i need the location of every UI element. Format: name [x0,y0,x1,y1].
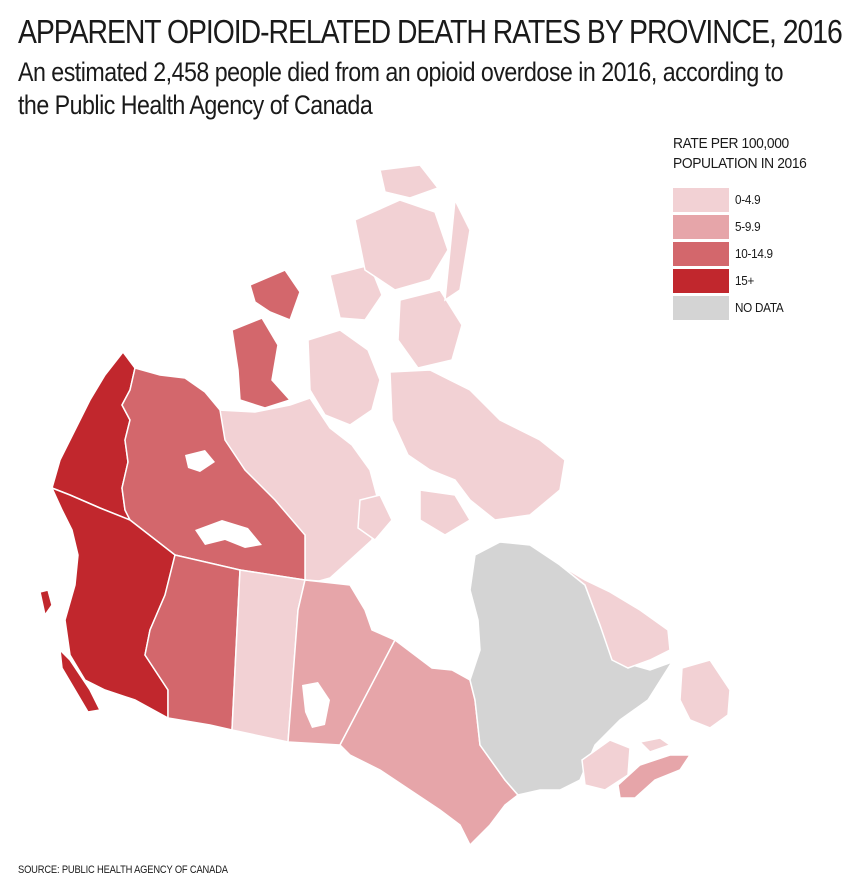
province-boundaries [304,579,376,586]
region-quebec [469,541,674,796]
legend: RATE PER 100,000 POPULATION IN 2016 0-4.… [673,134,843,321]
legend-label: 0-4.9 [735,192,761,207]
legend-title-line1: RATE PER 100,000 [673,135,789,152]
legend-items: 0-4.9 5-9.9 10-14.9 15+ NO DATA [673,186,843,321]
legend-label: 5-9.9 [735,219,761,234]
great-slave-lake [195,520,262,548]
legend-item: 5-9.9 [673,213,843,240]
region-prince-edward-island [638,737,672,753]
legend-item: 15+ [673,267,843,294]
source-note: SOURCE: PUBLIC HEALTH AGENCY OF CANADA [18,864,228,876]
legend-label: NO DATA [735,300,784,315]
region-ontario [339,638,520,847]
legend-label: 10-14.9 [735,246,773,261]
region-british-columbia [39,486,176,720]
legend-swatch [673,295,729,320]
legend-swatch [673,268,729,293]
region-northwest-territories [121,269,306,581]
region-newfoundland-and-labrador [559,564,731,729]
map-title: APPARENT OPIOID-RELATED DEATH RATES BY P… [18,13,843,50]
legend-title-line2: POPULATION IN 2016 [673,155,807,172]
legend-swatch [673,241,729,266]
great-bear-lake [185,450,215,472]
legend-swatch [673,214,729,239]
legend-label: 15+ [735,273,755,288]
legend-item: NO DATA [673,294,843,321]
lake-winnipeg [302,682,330,728]
legend-swatch [673,187,729,212]
legend-item: 10-14.9 [673,240,843,267]
map-subtitle: An estimated 2,458 people died from an o… [18,57,784,120]
region-nova-scotia [617,754,692,799]
legend-item: 0-4.9 [673,186,843,213]
